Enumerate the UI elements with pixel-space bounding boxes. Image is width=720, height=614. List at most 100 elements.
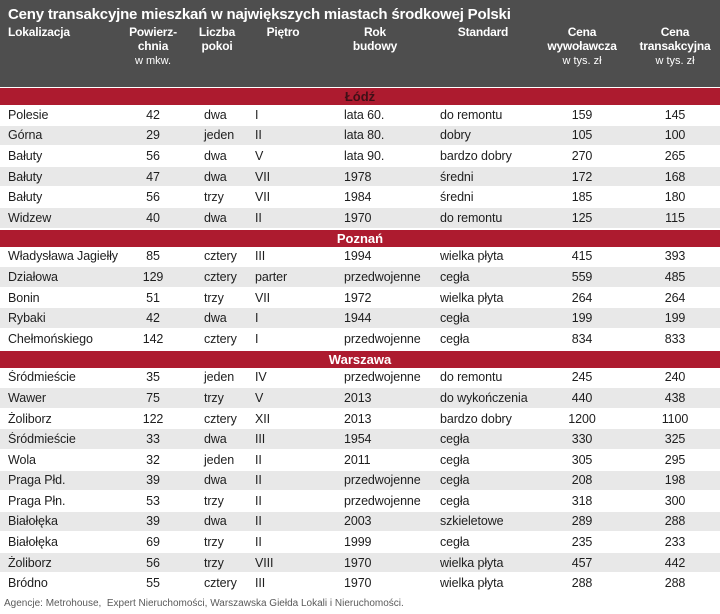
cell-rok-budowy: 2003 <box>344 514 372 529</box>
cell-cena-transakcyjna: 168 <box>664 169 686 184</box>
cell-pietro: II <box>255 493 262 508</box>
cell-liczba-pokoi: cztery <box>204 331 237 346</box>
cell-cena-transakcyjna: 199 <box>664 311 686 326</box>
table-row: Bałuty 47 dwa VII 1978 średni 172 168 <box>0 166 720 188</box>
cell-cena-transakcyjna: 100 <box>664 128 686 143</box>
cell-cena-wywolawcza: 330 <box>571 432 593 447</box>
column-header-row: Lokalizacja Powierz-chnia w mkw. Liczba poko… <box>0 25 720 68</box>
cell-cena-wywolawcza: 208 <box>571 473 593 488</box>
cell-lokalizacja: Bałuty <box>8 169 43 184</box>
cell-standard: cegła <box>440 493 470 508</box>
cell-pietro: I <box>255 331 259 346</box>
section-label: Poznań <box>336 230 384 246</box>
cell-lokalizacja: Wola <box>8 452 36 467</box>
cell-powierzchnia: 39 <box>146 473 160 488</box>
table-row: Praga Płd. 39 dwa II przedwojenne cegła 208 198 <box>0 470 720 492</box>
cell-standard: wielka płyta <box>440 576 504 591</box>
cell-standard: cegła <box>440 311 470 326</box>
cell-rok-budowy: 1970 <box>344 576 372 591</box>
table-row: Widzew 40 dwa II 1970 do remontu 125 115 <box>0 207 720 229</box>
cell-powierzchnia: 56 <box>146 555 160 570</box>
cell-powierzchnia: 69 <box>146 535 160 550</box>
cell-powierzchnia: 85 <box>146 249 160 264</box>
cell-standard: dobry <box>440 128 471 143</box>
cell-liczba-pokoi: jeden <box>204 128 235 143</box>
cell-cena-transakcyjna: 288 <box>664 576 686 591</box>
cell-rok-budowy: 1970 <box>344 210 372 225</box>
cell-lokalizacja: Bonin <box>8 290 40 305</box>
cell-pietro: II <box>255 210 262 225</box>
cell-pietro: V <box>255 148 264 163</box>
cell-pietro: III <box>255 249 266 264</box>
section-header: Poznań <box>0 228 720 247</box>
cell-standard: do remontu <box>440 210 503 225</box>
cell-liczba-pokoi: dwa <box>204 514 227 529</box>
cell-standard: do wykończenia <box>440 390 528 405</box>
table-row: Władysława Jagiełły 85 cztery III 1994 wielka… <box>0 246 720 268</box>
table-row: Śródmieście 33 dwa III 1954 cegła 330 325 <box>0 429 720 450</box>
table-row: Białołęka 39 dwa II 2003 szkieletowe 289 288 <box>0 511 720 533</box>
cell-standard: bardzo dobry <box>440 148 512 163</box>
table-row: Wawer 75 trzy V 2013 do wykończenia 440 438 <box>0 388 720 409</box>
cell-liczba-pokoi: cztery <box>204 249 237 264</box>
column-header-cena-wywolawcza: Cena wywoławcza w tys. zł <box>534 25 630 68</box>
cell-standard: wielka płyta <box>440 290 504 305</box>
column-header-rok-budowy: Rok budowy <box>352 25 398 53</box>
column-unit-cena-wywolawcza: w tys. zł <box>562 55 602 67</box>
cell-standard: wielka płyta <box>440 249 504 264</box>
cell-standard: do remontu <box>440 107 503 122</box>
cell-standard: wielka płyta <box>440 555 504 570</box>
cell-liczba-pokoi: trzy <box>204 290 224 305</box>
cell-powierzchnia: 51 <box>146 290 160 305</box>
cell-lokalizacja: Praga Płn. <box>8 493 66 508</box>
cell-powierzchnia: 29 <box>146 128 160 143</box>
section-header: Łódź <box>0 87 720 105</box>
cell-standard: cegła <box>440 269 470 284</box>
cell-lokalizacja: Bródno <box>8 576 48 591</box>
table-row: Bródno 55 cztery III 1970 wielka płyta 288 288 <box>0 573 720 595</box>
cell-cena-transakcyjna: 325 <box>664 432 686 447</box>
cell-lokalizacja: Bałuty <box>8 190 43 205</box>
cell-powierzchnia: 42 <box>146 107 160 122</box>
cell-rok-budowy: przedwojenne <box>344 493 421 508</box>
cell-cena-transakcyjna: 115 <box>665 210 685 225</box>
cell-powierzchnia: 55 <box>146 576 160 591</box>
column-header-pietro: Piętro <box>266 25 300 39</box>
cell-cena-transakcyjna: 233 <box>664 535 686 550</box>
cell-liczba-pokoi: dwa <box>204 210 227 225</box>
cell-lokalizacja: Żoliborz <box>8 555 52 570</box>
table-row: Działowa 129 cztery parter przedwojenne cegła… <box>0 267 720 288</box>
cell-cena-wywolawcza: 270 <box>571 148 593 163</box>
cell-cena-wywolawcza: 264 <box>571 290 593 305</box>
cell-rok-budowy: 1972 <box>344 290 372 305</box>
cell-rok-budowy: 2011 <box>344 452 371 467</box>
column-header-lokalizacja: Lokalizacja <box>8 25 70 39</box>
cell-rok-budowy: 1944 <box>344 311 372 326</box>
cell-powierzchnia: 56 <box>146 190 160 205</box>
cell-cena-wywolawcza: 1200 <box>568 411 596 426</box>
table-row: Śródmieście 35 jeden IV przedwojenne do remon… <box>0 367 720 389</box>
cell-lokalizacja: Praga Płd. <box>8 473 66 488</box>
cell-rok-budowy: przedwojenne <box>344 331 421 346</box>
cell-standard: bardzo dobry <box>440 411 512 426</box>
cell-liczba-pokoi: cztery <box>204 269 237 284</box>
cell-cena-wywolawcza: 834 <box>571 331 593 346</box>
table-row: Wola 32 jeden II 2011 cegła 305 295 <box>0 449 720 471</box>
cell-liczba-pokoi: dwa <box>204 432 227 447</box>
cell-liczba-pokoi: dwa <box>204 311 227 326</box>
cell-liczba-pokoi: dwa <box>204 148 227 163</box>
cell-cena-wywolawcza: 559 <box>571 269 593 284</box>
cell-cena-transakcyjna: 393 <box>664 249 686 264</box>
cell-powierzchnia: 75 <box>146 390 160 405</box>
cell-rok-budowy: lata 60. <box>344 107 385 122</box>
cell-cena-transakcyjna: 145 <box>664 107 686 122</box>
table-row: Bałuty 56 trzy VII 1984 średni 185 180 <box>0 187 720 208</box>
cell-pietro: II <box>255 452 262 467</box>
cell-standard: cegła <box>440 473 470 488</box>
cell-cena-wywolawcza: 125 <box>571 210 593 225</box>
column-header-powierzchnia: Powierz-chnia w mkw. <box>120 25 186 68</box>
cell-standard: średni <box>440 169 474 184</box>
cell-rok-budowy: 1984 <box>344 190 372 205</box>
